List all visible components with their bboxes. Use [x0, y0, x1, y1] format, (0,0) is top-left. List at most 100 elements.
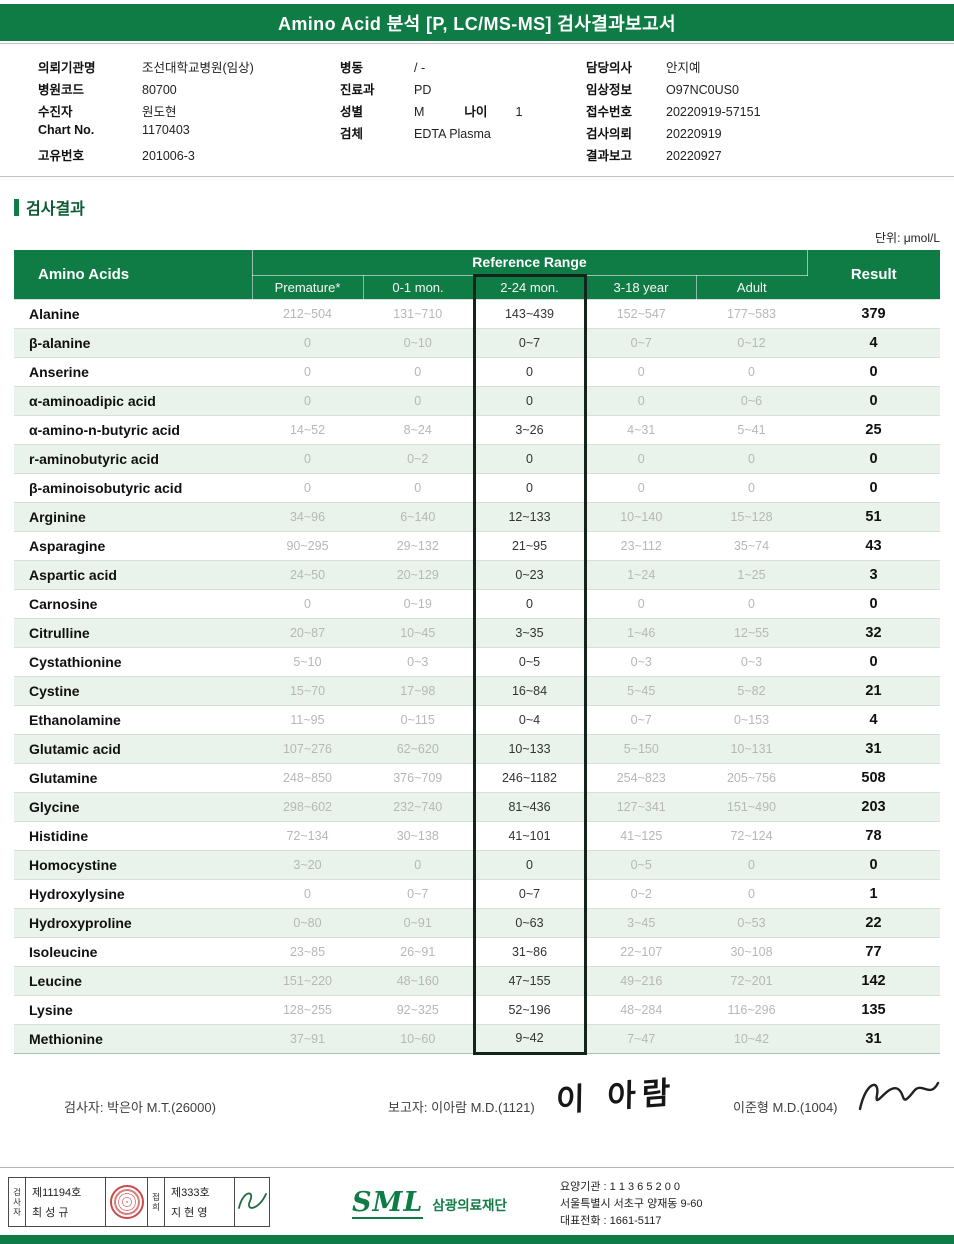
field-value: M [414, 105, 425, 119]
ref-2-24-mon: 0 [472, 472, 587, 502]
amino-acid-row: Citrulline 20~87 10~45 3~35 1~46 12~55 32 [14, 617, 940, 647]
ref-0-1-mon: 17~98 [363, 675, 474, 705]
col-header-amino-acids: Amino Acids [14, 250, 252, 299]
ref-2-24-mon: 3~26 [472, 414, 587, 444]
ref-adult: 1~25 [696, 559, 807, 589]
amino-acid-name: Hydroxyproline [14, 907, 252, 937]
amino-acid-name: Lysine [14, 994, 252, 1024]
amino-acid-row: Cystathionine 5~10 0~3 0~5 0~3 0~3 0 [14, 646, 940, 676]
col-header-2-24-mon-highlighted: 2-24 mon. [472, 273, 587, 299]
red-seal-stamp [109, 1185, 144, 1219]
amino-acid-name: Isoleucine [14, 936, 252, 966]
ref-premature: 11~95 [252, 704, 363, 734]
ref-2-24-mon: 246~1182 [472, 762, 587, 792]
amino-acid-row: α-amino-n-butyric acid 14~52 8~24 3~26 4~31 5… [14, 414, 940, 444]
ref-adult: 10~131 [696, 733, 807, 763]
ref-0-1-mon: 20~129 [363, 559, 474, 589]
patient-info-column-1: 의뢰기관명 조선대학교병원(임상) 병원코드 80700 수진자 원도현 Chart No.… [38, 57, 340, 167]
ref-premature: 298~602 [252, 791, 363, 821]
ref-0-1-mon: 0 [363, 849, 474, 879]
field-value: 조선대학교병원(임상) [142, 61, 254, 75]
amino-acid-name: Hydroxylysine [14, 878, 252, 908]
ref-adult: 0 [696, 472, 807, 502]
footer-divider-line [0, 1167, 954, 1168]
ref-adult: 0 [696, 443, 807, 473]
field-value: 원도현 [142, 105, 177, 119]
amino-acid-row: β-aminoisobutyric acid 0 0 0 0 0 0 [14, 472, 940, 502]
ref-3-18-year: 0 [585, 472, 696, 502]
ref-2-24-mon: 16~84 [472, 675, 587, 705]
ref-0-1-mon: 0~7 [363, 878, 474, 908]
field-label: 고유번호 [38, 149, 85, 163]
field-value: 1 [515, 105, 523, 119]
ref-adult: 0~6 [696, 385, 807, 415]
ref-2-24-mon: 10~133 [472, 733, 587, 763]
ref-3-18-year: 1~46 [585, 617, 696, 647]
ref-premature: 90~295 [252, 530, 363, 560]
results-table-body: Alanine 212~504 131~710 143~439 152~547 177~5… [14, 298, 940, 1055]
ref-premature: 0 [252, 878, 363, 908]
director-signature-label: 이준형 M.D.(1004) [733, 1099, 838, 1115]
field-label: 검사의뢰 [586, 127, 633, 141]
ref-adult: 5~82 [696, 675, 807, 705]
ref-3-18-year: 0~2 [585, 878, 696, 908]
patient-field: Chart No. 1170403 [38, 123, 340, 145]
patient-info-section: 의뢰기관명 조선대학교병원(임상) 병원코드 80700 수진자 원도현 Chart No.… [0, 44, 954, 176]
ref-adult: 10~42 [696, 1023, 807, 1054]
field-label: 수진자 [38, 105, 73, 119]
ref-adult: 0 [696, 356, 807, 386]
field-value: EDTA Plasma [414, 127, 491, 141]
ref-2-24-mon: 0~7 [472, 327, 587, 357]
ref-2-24-mon: 31~86 [472, 936, 587, 966]
field-label: 결과보고 [586, 149, 633, 163]
amino-acid-row: Asparagine 90~295 29~132 21~95 23~112 35~74 43 [14, 530, 940, 560]
organization-logo-block: SML 삼광의료재단 [352, 1189, 507, 1219]
receiver-certificate: 제333호 지 현 영 [165, 1178, 235, 1226]
field-label: 진료과 [340, 83, 375, 97]
result-value: 203 [807, 791, 940, 821]
result-value: 31 [807, 1023, 940, 1054]
ref-3-18-year: 0~7 [585, 327, 696, 357]
receiver-signature-cell [235, 1178, 269, 1226]
ref-premature: 128~255 [252, 994, 363, 1024]
ref-3-18-year: 0~3 [585, 646, 696, 676]
section-title: 검사결과 [14, 195, 954, 219]
ref-0-1-mon: 0 [363, 356, 474, 386]
ref-adult: 5~41 [696, 414, 807, 444]
amino-acid-name: Asparagine [14, 530, 252, 560]
ref-adult: 35~74 [696, 530, 807, 560]
amino-acid-name: β-alanine [14, 327, 252, 357]
patient-field: 성별 M 나이 1 [340, 101, 586, 123]
amino-acid-name: β-aminoisobutyric acid [14, 472, 252, 502]
ref-adult: 116~296 [696, 994, 807, 1024]
amino-acid-name: Leucine [14, 965, 252, 995]
ref-0-1-mon: 0~91 [363, 907, 474, 937]
ref-premature: 0 [252, 356, 363, 386]
ref-0-1-mon: 0 [363, 472, 474, 502]
ref-2-24-mon: 143~439 [472, 298, 587, 328]
ref-2-24-mon: 0 [472, 385, 587, 415]
report-page: Amino Acid 분석 [P, LC/MS-MS] 검사결과보고서 의뢰기관… [0, 4, 954, 1244]
ref-adult: 72~124 [696, 820, 807, 850]
signature-section: 검사자: 박은아 M.T.(26000) 보고자: 이아람 M.D.(1121)… [0, 1067, 954, 1163]
result-value: 135 [807, 994, 940, 1024]
result-value: 77 [807, 936, 940, 966]
field-label: 담당의사 [586, 61, 633, 75]
ref-2-24-mon: 21~95 [472, 530, 587, 560]
ref-adult: 0~12 [696, 327, 807, 357]
patient-info-column-3: 담당의사 안지예 임상정보 O97NC0US0 접수번호 20220919-57151 검사… [586, 57, 916, 167]
tester-certificate: 제11194호 최 성 규 [26, 1178, 106, 1226]
ref-2-24-mon: 0 [472, 849, 587, 879]
amino-acid-row: Aspartic acid 24~50 20~129 0~23 1~24 1~25 3 [14, 559, 940, 589]
results-table-header: Amino Acids Reference Range Result Prema… [14, 250, 940, 299]
result-value: 4 [807, 704, 940, 734]
amino-acid-name: Homocystine [14, 849, 252, 879]
ref-2-24-mon: 81~436 [472, 791, 587, 821]
report-title: Amino Acid 분석 [P, LC/MS-MS] 검사결과보고서 [277, 13, 677, 34]
result-value: 21 [807, 675, 940, 705]
ref-2-24-mon: 3~35 [472, 617, 587, 647]
ref-2-24-mon: 0 [472, 356, 587, 386]
ref-0-1-mon: 232~740 [363, 791, 474, 821]
ref-premature: 23~85 [252, 936, 363, 966]
